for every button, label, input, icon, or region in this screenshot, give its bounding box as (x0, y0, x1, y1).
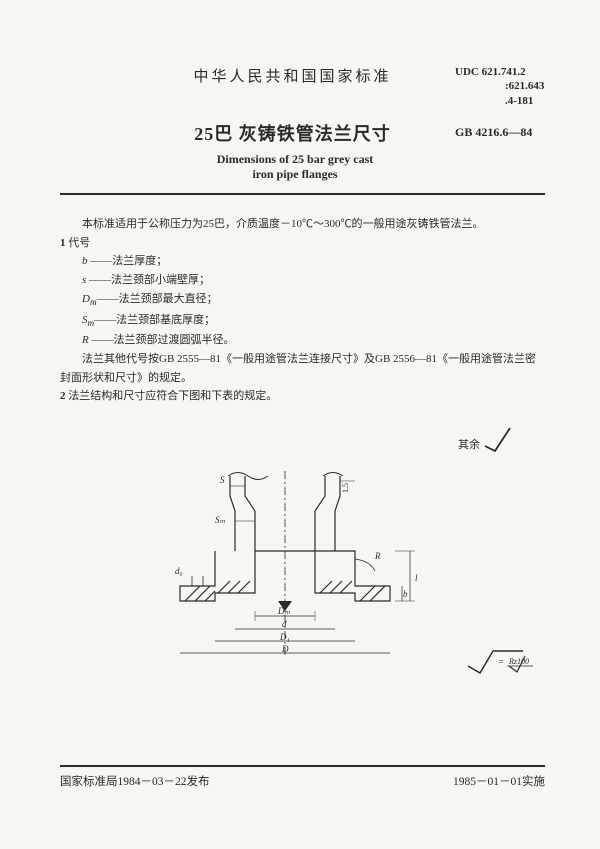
s2-text: 法兰结构和尺寸应符合下图和下表的规定。 (68, 390, 277, 402)
label-l: l (415, 573, 418, 583)
udc-line3: .4-181 (455, 94, 545, 108)
en-title-line2: iron pipe flanges (60, 167, 530, 183)
s2-num: 2 (60, 390, 66, 402)
footer-right: 1985－01－01实施 (453, 773, 545, 789)
en-title-line1: Dimensions of 25 bar grey cast (60, 152, 530, 168)
body-content: 本标准适用于公称压力为25巴，介质温度－10℃～300℃的一般用途灰铸铁管法兰。… (60, 215, 545, 406)
s1-num: 1 (60, 237, 66, 249)
label-b: b (403, 589, 408, 599)
surface-symbol-1 (480, 426, 520, 456)
label-S: S (220, 475, 225, 485)
diagram-area: 其余 (60, 431, 545, 681)
section-1: 1 代号 (60, 234, 545, 253)
s1-ref: 法兰其他代号按GB 2555—81《一般用途管法兰连接尺寸》及GB 2556—8… (60, 350, 545, 387)
footer: 国家标准局1984－03－22发布 1985－01－01实施 (60, 765, 545, 789)
flange-diagram: S Sₘ d₀ R Dₘ d D₁ D l b 1.5 (160, 441, 430, 666)
udc-line1: UDC 621.741.2 (455, 65, 545, 79)
udc-block: UDC 621.741.2 :621.643 .4-181 (455, 65, 545, 108)
qiyu-label: 其余 (458, 436, 480, 452)
footer-rule (60, 765, 545, 767)
doc-title-en: Dimensions of 25 bar grey cast iron pipe… (60, 152, 545, 183)
symbol-list: b ——法兰厚度； s ——法兰颈部小端壁厚； Dm——法兰颈部最大直径； Sm… (82, 252, 545, 350)
sym-s: s ——法兰颈部小端壁厚； (82, 271, 545, 290)
udc-line2: :621.643 (455, 79, 545, 93)
surface-symbol-2: = Rz100 (465, 648, 540, 686)
header-rule (60, 193, 545, 195)
label-R: R (374, 551, 381, 561)
intro-text: 本标准适用于公称压力为25巴，介质温度－10℃～300℃的一般用途灰铸铁管法兰。 (60, 215, 545, 234)
label-D: D (281, 644, 289, 654)
sym-Sm: Sm——法兰颈部基底厚度； (82, 311, 545, 332)
footer-left: 国家标准局1984－03－22发布 (60, 773, 210, 789)
label-Sm: Sₘ (215, 515, 226, 525)
label-d0: d₀ (175, 566, 183, 576)
s1-title: 代号 (68, 237, 90, 249)
sym-Dm: Dm——法兰颈部最大直径； (82, 290, 545, 311)
label-D1: D₁ (279, 632, 290, 642)
doc-title-cn: 25巴 灰铸铁管法兰尺寸 (60, 120, 455, 146)
label-15: 1.5 (341, 483, 350, 493)
gb-code: GB 4216.6—84 (455, 125, 545, 140)
sym-b: b ——法兰厚度； (82, 252, 545, 271)
sym-R: R ——法兰颈部过渡圆弧半径。 (82, 331, 545, 350)
label-Dm: Dₘ (277, 606, 290, 616)
rz-text: = (498, 657, 504, 667)
svg-text:Rz100: Rz100 (508, 657, 529, 666)
section-2: 2 法兰结构和尺寸应符合下图和下表的规定。 (60, 387, 545, 406)
org-title: 中华人民共和国国家标准 (60, 65, 455, 86)
label-d: d (282, 619, 287, 629)
